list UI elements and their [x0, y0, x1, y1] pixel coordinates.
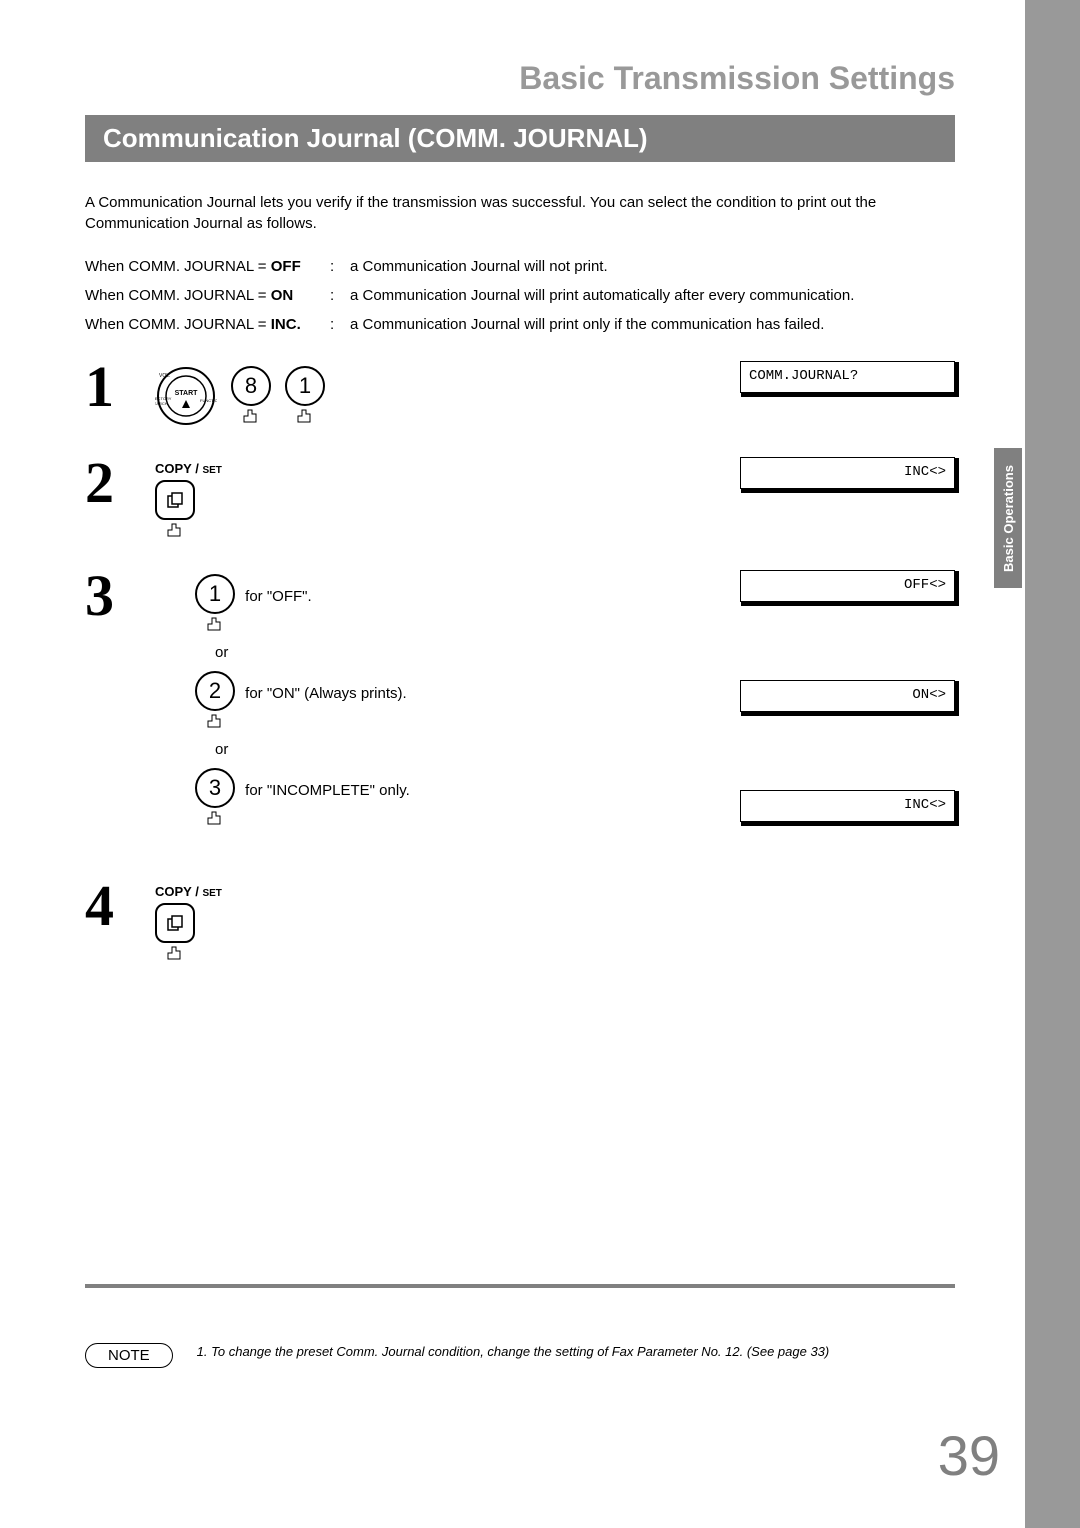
svg-text:FUNCTION: FUNCTION [200, 398, 217, 403]
condition-label: When COMM. JOURNAL = INC. [85, 316, 330, 333]
option-text: for "OFF". [245, 588, 311, 605]
keypad-8: 8 [231, 366, 271, 426]
step-number: 3 [85, 570, 155, 622]
note-section: NOTE 1. To change the preset Comm. Journ… [85, 1343, 955, 1368]
press-hand-icon [204, 616, 226, 634]
keypad-3: 3 [195, 768, 235, 828]
press-hand-icon [204, 810, 226, 828]
key-circle: 1 [285, 366, 325, 406]
lcd-display: COMM.JOURNAL? [740, 361, 955, 409]
press-hand-icon [240, 408, 262, 426]
footer-divider [85, 1284, 955, 1288]
condition-row: When COMM. JOURNAL = INC. : a Communicat… [85, 316, 955, 333]
colon: : [330, 316, 350, 333]
note-text: 1. To change the preset Comm. Journal co… [197, 1343, 830, 1361]
option-text: for "INCOMPLETE" only. [245, 782, 410, 799]
copy-icon [166, 491, 184, 509]
key-circle: 8 [231, 366, 271, 406]
keypad-2: 2 [195, 671, 235, 731]
condition-desc: a Communication Journal will not print. [350, 258, 955, 275]
option-text: for "ON" (Always prints). [245, 685, 407, 702]
page-title: Basic Transmission Settings [85, 60, 955, 97]
content-area: Basic Transmission Settings Communicatio… [85, 60, 955, 993]
right-margin-bar [1025, 0, 1080, 1528]
svg-text:SEARCH: SEARCH [155, 401, 168, 406]
key-circle: 1 [195, 574, 235, 614]
copy-set-button [155, 480, 195, 540]
step-4: 4 COPY / SET [85, 880, 955, 963]
side-tab-label: Basic Operations [1001, 465, 1016, 572]
press-hand-icon [164, 945, 186, 963]
condition-row: When COMM. JOURNAL = ON : a Communicatio… [85, 287, 955, 304]
lcd-text: OFF<> [740, 570, 955, 602]
press-hand-icon [294, 408, 316, 426]
lcd-text: ON<> [740, 680, 955, 712]
svg-text:START: START [175, 390, 199, 397]
start-button-icon: START VOL. DIRECTORY SEARCH FUNCTION [155, 365, 217, 427]
step-number: 4 [85, 880, 155, 932]
lcd-display: INC<> [740, 457, 955, 505]
key-circle: 2 [195, 671, 235, 711]
keypad-1: 1 [195, 574, 235, 634]
copy-icon [166, 914, 184, 932]
press-hand-icon [204, 713, 226, 731]
lcd-display-group: OFF<> ON<> INC<> [740, 570, 955, 838]
lcd-text: COMM.JOURNAL? [740, 361, 955, 393]
step-1: 1 START VOL. DIRECTORY SEARCH FUNCTION 8 [85, 361, 955, 427]
condition-row: When COMM. JOURNAL = OFF : a Communicati… [85, 258, 955, 275]
conditions-table: When COMM. JOURNAL = OFF : a Communicati… [85, 258, 955, 333]
step-body: COPY / SET [155, 880, 955, 963]
key-circle: 3 [195, 768, 235, 808]
condition-label: When COMM. JOURNAL = ON [85, 287, 330, 304]
step-number: 1 [85, 361, 155, 413]
press-hand-icon [164, 522, 186, 540]
condition-desc: a Communication Journal will print only … [350, 316, 955, 333]
colon: : [330, 287, 350, 304]
colon: : [330, 258, 350, 275]
intro-text: A Communication Journal lets you verify … [85, 192, 955, 234]
step-3: 3 1 for "OFF". or 2 for "ON" (Always pri… [85, 570, 955, 850]
page-number: 39 [938, 1423, 1000, 1488]
keypad-1: 1 [285, 366, 325, 426]
step-2: 2 COPY / SET INC<> [85, 457, 955, 540]
side-tab: Basic Operations [994, 448, 1022, 588]
step-number: 2 [85, 457, 155, 509]
copy-set-button [155, 903, 195, 963]
note-badge: NOTE [85, 1343, 173, 1368]
copy-set-label: COPY / SET [155, 884, 955, 899]
condition-label: When COMM. JOURNAL = OFF [85, 258, 330, 275]
lcd-text: INC<> [740, 790, 955, 822]
condition-desc: a Communication Journal will print autom… [350, 287, 955, 304]
svg-text:VOL.: VOL. [159, 373, 170, 379]
section-heading: Communication Journal (COMM. JOURNAL) [85, 115, 955, 162]
lcd-text: INC<> [740, 457, 955, 489]
